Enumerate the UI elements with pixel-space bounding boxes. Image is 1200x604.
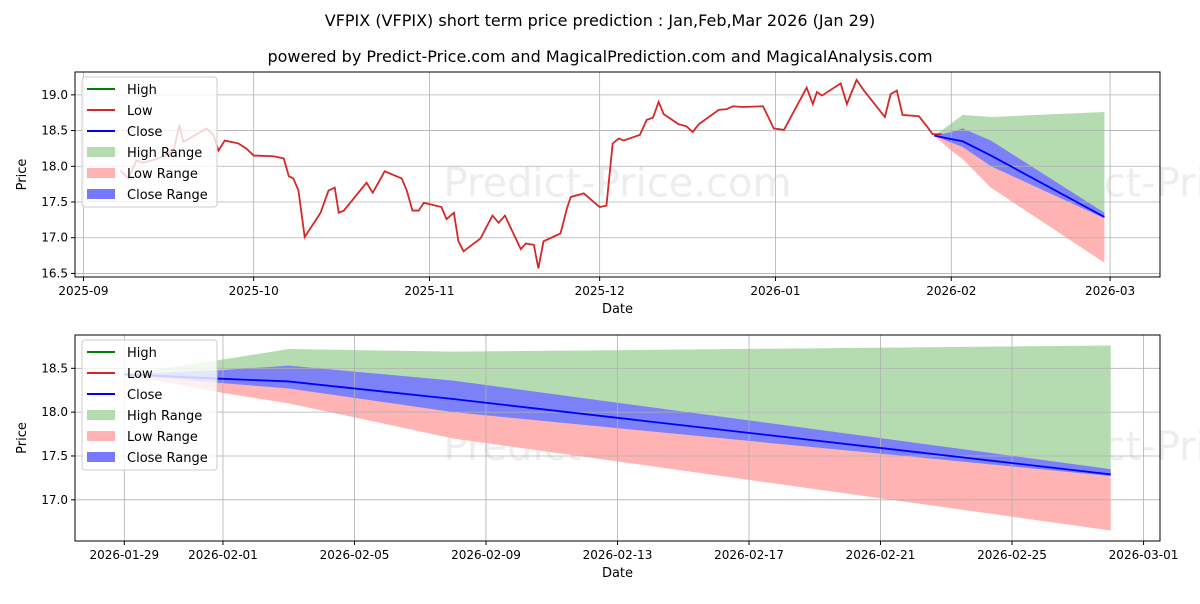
x-tick-label: 2025-12: [575, 284, 625, 298]
x-tick-label: 2026-02-01: [188, 548, 258, 562]
x-tick-label: 2026-02-21: [846, 548, 916, 562]
y-tick-label: 17.5: [41, 449, 68, 463]
y-axis-label: Price: [15, 159, 30, 191]
chart-subtitle: powered by Predict-Price.com and Magical…: [267, 47, 932, 66]
legend-swatch: [87, 168, 115, 178]
chart-panel-2: Predict-Price.comPredict-Price.com2026-0…: [15, 334, 1200, 581]
x-tick-label: 2026-01: [750, 284, 800, 298]
legend-label: Low: [127, 104, 153, 119]
x-tick-label: 2026-01-29: [89, 548, 159, 562]
close-line: [934, 134, 1105, 218]
legend-label: High Range: [127, 409, 202, 424]
y-tick-label: 16.5: [41, 266, 68, 280]
chart-panel-1: Predict-Price.comPredict-Price.com2025-0…: [15, 71, 1200, 317]
legend: High Low Close High Range Low Range Close Ran…: [81, 339, 218, 471]
x-tick-label: 2026-02-13: [583, 548, 653, 562]
legend-swatch: [87, 410, 115, 420]
watermark: Predict-Price.com: [444, 161, 792, 207]
legend: High Low Close High Range Low Range Close Ran…: [81, 76, 218, 208]
legend-label: Close Range: [127, 451, 208, 466]
legend-label: High: [127, 346, 157, 361]
x-tick-label: 2026-02-05: [320, 548, 390, 562]
legend-label: Low Range: [127, 167, 198, 182]
x-tick-label: 2026-03: [1085, 284, 1135, 298]
x-axis-label: Date: [602, 302, 633, 317]
legend-label: High Range: [127, 146, 202, 161]
x-tick-label: 2025-11: [404, 284, 454, 298]
x-tick-label: 2026-02-17: [714, 548, 784, 562]
y-tick-label: 18.5: [41, 124, 68, 138]
chart-title: VFPIX (VFPIX) short term price predictio…: [325, 11, 875, 30]
y-tick-label: 17.5: [41, 195, 68, 209]
y-tick-label: 18.5: [41, 361, 68, 375]
legend-label: High: [127, 83, 157, 98]
legend-swatch: [87, 431, 115, 441]
y-tick-label: 18.0: [41, 159, 68, 173]
x-tick-label: 2026-02-09: [451, 548, 521, 562]
low-range-band: [934, 135, 1105, 263]
x-tick-label: 2025-10: [229, 284, 279, 298]
y-tick-label: 17.0: [41, 493, 68, 507]
legend-swatch: [87, 189, 115, 199]
legend-label: Close Range: [127, 188, 208, 203]
legend-label: Low: [127, 367, 153, 382]
y-tick-label: 19.0: [41, 88, 68, 102]
y-tick-label: 18.0: [41, 405, 68, 419]
x-tick-label: 2025-09: [58, 284, 108, 298]
x-tick-label: 2026-02: [926, 284, 976, 298]
legend-label: Close: [127, 125, 162, 140]
y-axis-label: Price: [15, 422, 30, 454]
x-tick-label: 2026-03-01: [1109, 548, 1179, 562]
legend-label: Low Range: [127, 430, 198, 445]
x-axis-label: Date: [602, 566, 633, 581]
close-range-band: [934, 128, 1105, 219]
legend-swatch: [87, 452, 115, 462]
legend-label: Close: [127, 388, 162, 403]
low-line: [119, 77, 942, 269]
x-tick-label: 2026-02-25: [977, 548, 1047, 562]
y-tick-label: 17.0: [41, 231, 68, 245]
legend-swatch: [87, 147, 115, 157]
